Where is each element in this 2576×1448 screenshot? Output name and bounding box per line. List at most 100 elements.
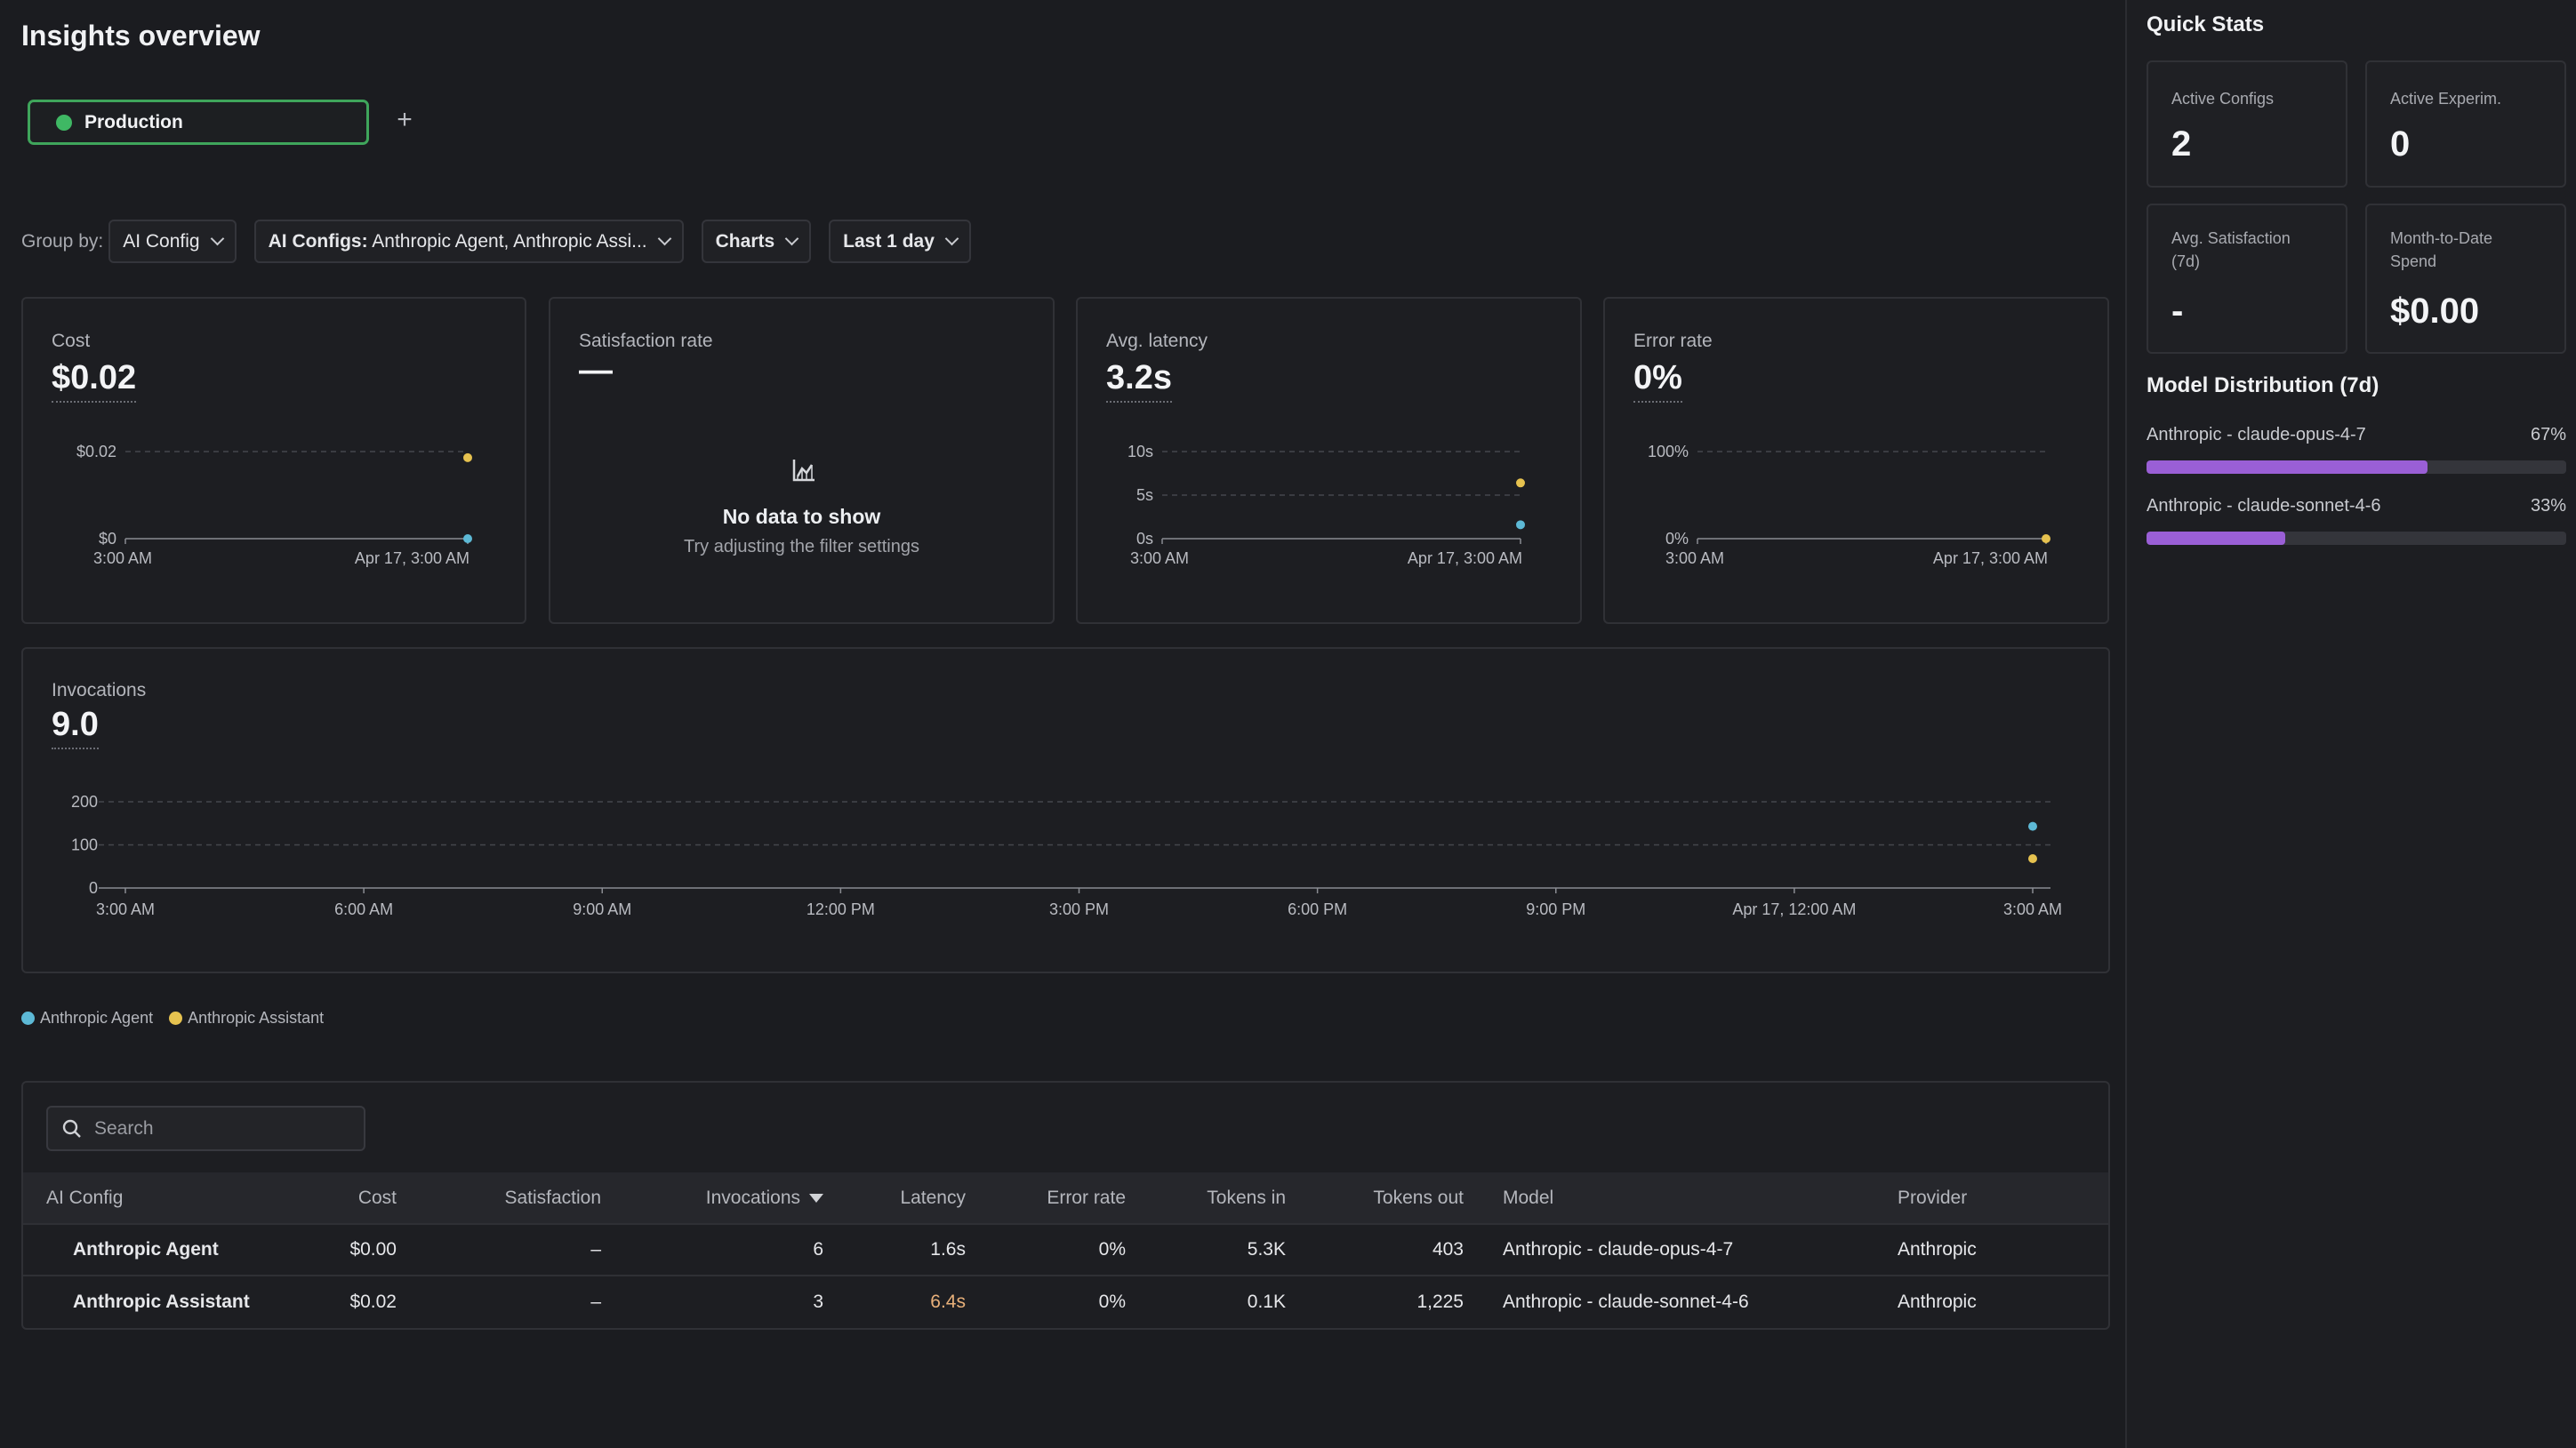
- y-tick-label: 0%: [1665, 530, 1689, 548]
- chevron-down-icon: [944, 231, 959, 246]
- column-header-tokens-out[interactable]: Tokens out: [1373, 1187, 1464, 1208]
- y-tick-label: 0s: [1136, 530, 1153, 548]
- legend-item-agent[interactable]: Anthropic Agent: [21, 1009, 153, 1028]
- x-tick-label: 3:00 AM: [93, 549, 152, 567]
- stat-card-avg-satisfaction[interactable]: Avg. Satisfaction (7d) -: [2147, 204, 2347, 354]
- cell-invocations: 6: [610, 1223, 832, 1276]
- x-tick-label: 3:00 AM: [1130, 549, 1189, 567]
- model-share-fill: [2147, 460, 2428, 474]
- legend-item-assistant[interactable]: Anthropic Assistant: [169, 1009, 324, 1028]
- chart-legend: Anthropic Agent Anthropic Assistant: [21, 1009, 324, 1028]
- x-tick-label: 6:00 PM: [1288, 900, 1347, 918]
- satisfaction-card: Satisfaction rate — No data to show Try …: [549, 297, 1055, 624]
- x-tick-label: 3:00 AM: [2003, 900, 2062, 918]
- y-tick-label: 200: [71, 793, 98, 811]
- cell-name[interactable]: Anthropic Agent: [23, 1223, 290, 1276]
- table-row[interactable]: Anthropic Assistant $0.02 – 3 6.4s 0% 0.…: [23, 1275, 2108, 1327]
- ai-configs-value: Anthropic Agent, Anthropic Assi...: [372, 230, 647, 252]
- filter-bar: Group by: AI Config AI Configs: Anthropi…: [21, 220, 971, 263]
- y-tick-label: 0: [89, 879, 98, 897]
- legend-swatch: [21, 1012, 35, 1025]
- satisfaction-value: —: [579, 352, 613, 389]
- search-icon: [62, 1119, 81, 1138]
- column-header-satisfaction[interactable]: Satisfaction: [504, 1187, 601, 1208]
- x-tick-label: 3:00 PM: [1049, 900, 1109, 918]
- model-distribution-title: Model Distribution (7d): [2147, 373, 2379, 397]
- configs-table: AI Config Cost Satisfaction Invocations …: [23, 1172, 2108, 1327]
- column-header-ai-config[interactable]: AI Config: [46, 1187, 124, 1208]
- stat-label: Month-to-Date Spend: [2390, 229, 2493, 270]
- add-environment-button[interactable]: +: [397, 105, 413, 134]
- cell-latency: 1.6s: [832, 1223, 975, 1276]
- satisfaction-label: Satisfaction rate: [579, 331, 713, 351]
- invocations-value[interactable]: 9.0: [52, 706, 99, 749]
- sort-desc-icon: [809, 1193, 823, 1203]
- cell-error-rate: 0%: [975, 1275, 1135, 1327]
- quick-stats-panel: Quick Stats Active Configs 2 Active Expe…: [2125, 0, 2576, 1448]
- latency-label: Avg. latency: [1106, 331, 1208, 351]
- cost-value[interactable]: $0.02: [52, 359, 137, 403]
- view-mode-dropdown[interactable]: Charts: [701, 220, 812, 263]
- environment-tab-production[interactable]: Production: [28, 100, 369, 145]
- latency-value[interactable]: 3.2s: [1106, 359, 1172, 403]
- x-tick-label: 6:00 AM: [334, 900, 393, 918]
- latency-chart: 10s 5s 0s3:00 AM Apr 17, 3:00 AM: [1128, 443, 1525, 567]
- data-point-anthropic-assistant: [2028, 854, 2037, 864]
- view-mode-value: Charts: [715, 230, 775, 252]
- no-data-title: No data to show: [722, 505, 881, 528]
- x-tick-label: 3:00 AM: [1665, 549, 1724, 567]
- configs-table-card: AI Config Cost Satisfaction Invocations …: [21, 1081, 2110, 1330]
- column-header-cost[interactable]: Cost: [357, 1187, 397, 1208]
- cell-cost: $0.02: [290, 1275, 405, 1327]
- model-name: Anthropic - claude-sonnet-4-6: [2147, 496, 2381, 516]
- y-tick-label: 5s: [1136, 486, 1153, 504]
- y-tick-label: 100: [71, 836, 98, 854]
- column-header-invocations[interactable]: Invocations: [610, 1172, 832, 1224]
- table-row[interactable]: Anthropic Agent $0.00 – 6 1.6s 0% 5.3K 4…: [23, 1223, 2108, 1276]
- stat-card-active-configs[interactable]: Active Configs 2: [2147, 60, 2347, 188]
- cell-satisfaction: –: [405, 1223, 610, 1276]
- no-data-subtitle: Try adjusting the filter settings: [684, 537, 919, 556]
- time-range-dropdown[interactable]: Last 1 day: [829, 220, 971, 263]
- chevron-down-icon: [657, 231, 671, 246]
- stat-card-month-to-date-spend[interactable]: Month-to-Date Spend $0.00: [2365, 204, 2566, 354]
- table-header-row: AI Config Cost Satisfaction Invocations …: [23, 1172, 2108, 1224]
- model-share-bar: [2147, 460, 2566, 474]
- legend-label: Anthropic Assistant: [188, 1009, 325, 1027]
- x-tick-label: 3:00 AM: [96, 900, 155, 918]
- column-header-latency[interactable]: Latency: [900, 1187, 966, 1208]
- page-title: Insights overview: [21, 20, 261, 52]
- cell-cost: $0.00: [290, 1223, 405, 1276]
- column-header-error-rate[interactable]: Error rate: [1047, 1187, 1126, 1208]
- x-tick-label: 9:00 AM: [573, 900, 631, 918]
- y-tick-label: 100%: [1648, 443, 1689, 460]
- invocations-label: Invocations: [52, 680, 147, 700]
- error-rate-value[interactable]: 0%: [1633, 359, 1682, 403]
- cell-satisfaction: –: [405, 1275, 610, 1327]
- model-distribution-item: Anthropic - claude-sonnet-4-6 33%: [2147, 496, 2566, 545]
- ai-configs-dropdown[interactable]: AI Configs: Anthropic Agent, Anthropic A…: [253, 220, 684, 263]
- column-header-provider[interactable]: Provider: [1898, 1187, 1968, 1208]
- column-header-tokens-in[interactable]: Tokens in: [1207, 1187, 1286, 1208]
- invocations-card: Invocations 9.0 200 100 0 3:00 AM 6:00 AM 9:0…: [21, 647, 2110, 973]
- cell-provider: Anthropic: [1889, 1275, 2108, 1327]
- error-rate-card: Error rate 0% 100% 0% 3:00 AM Apr 17, 3:00 …: [1603, 297, 2109, 624]
- quick-stats-title: Quick Stats: [2147, 12, 2265, 36]
- column-header-model[interactable]: Model: [1503, 1187, 1554, 1208]
- invocations-header-label: Invocations: [705, 1187, 800, 1208]
- model-percent: 33%: [2530, 496, 2566, 516]
- group-by-value: AI Config: [123, 230, 200, 252]
- cost-card: Cost $0.02 $0.02 $0 3:00 AM Apr 17, 3:00 AM: [21, 297, 526, 624]
- model-share-bar: [2147, 532, 2566, 545]
- x-tick-label: Apr 17, 3:00 AM: [1408, 549, 1522, 567]
- cell-name[interactable]: Anthropic Assistant: [23, 1275, 290, 1327]
- x-tick-label: Apr 17, 3:00 AM: [355, 549, 469, 567]
- stat-card-active-experiments[interactable]: Active Experim. 0: [2365, 60, 2566, 188]
- stat-label: Active Experim.: [2390, 90, 2502, 108]
- cost-chart: $0.02 $03:00 AM Apr 17, 3:00 AM: [76, 443, 472, 567]
- data-point-anthropic-assistant: [463, 452, 472, 462]
- group-by-dropdown[interactable]: AI Config: [108, 220, 237, 263]
- search-input[interactable]: [94, 1117, 343, 1140]
- error-rate-label: Error rate: [1633, 331, 1713, 351]
- cell-tokens-out: 1,225: [1295, 1275, 1473, 1327]
